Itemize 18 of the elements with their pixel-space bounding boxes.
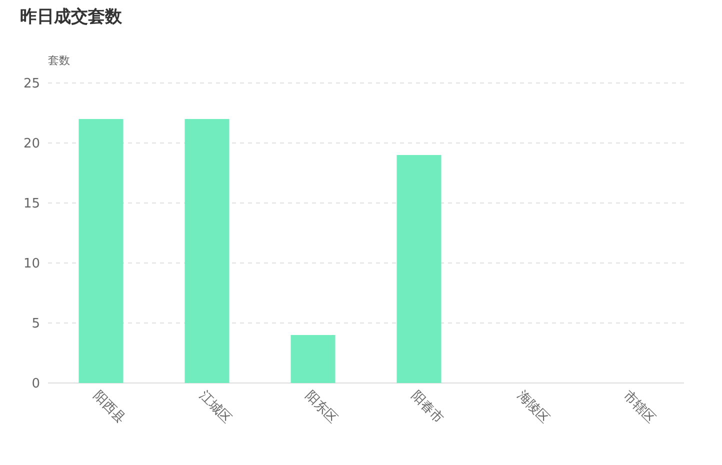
bar [78, 119, 124, 383]
bar [184, 119, 230, 383]
bar [290, 335, 336, 383]
y-tick-label: 10 [23, 256, 40, 272]
chart-title: 昨日成交套数 [20, 7, 123, 27]
x-tick-label: 海陵区 [514, 388, 552, 427]
x-tick-label: 江城区 [196, 388, 234, 427]
y-tick-label: 25 [23, 76, 40, 92]
y-tick-label: 0 [32, 376, 40, 392]
y-tick-label: 15 [23, 196, 40, 212]
y-tick-label: 20 [23, 136, 40, 152]
y-axis-title: 套数 [48, 54, 70, 67]
x-tick-label: 阳春市 [408, 388, 446, 427]
x-tick-label: 市辖区 [620, 388, 658, 427]
x-tick-label: 阳西县 [90, 388, 128, 427]
bar [396, 155, 442, 383]
y-tick-label: 5 [32, 316, 40, 332]
x-tick-label: 阳东区 [302, 388, 340, 427]
